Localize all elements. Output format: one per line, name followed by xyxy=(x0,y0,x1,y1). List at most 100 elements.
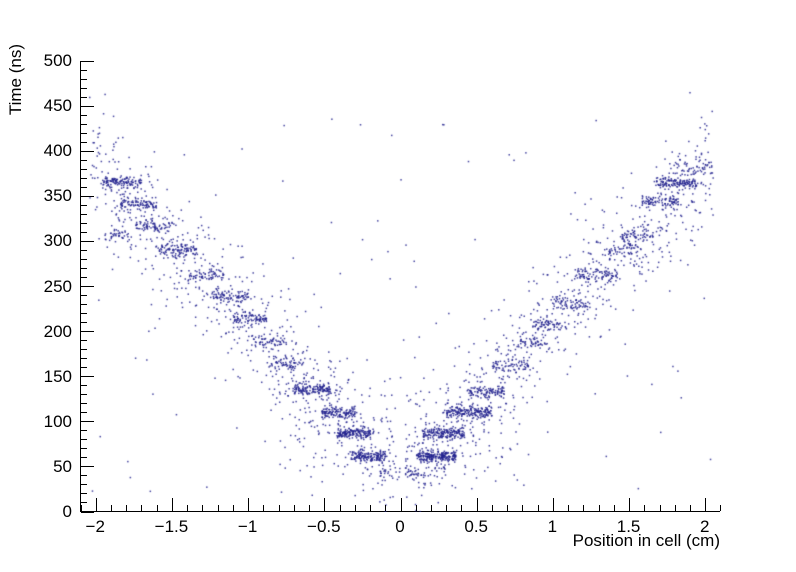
x-minor-tick xyxy=(659,505,661,511)
y-minor-tick xyxy=(81,340,87,342)
x-minor-tick xyxy=(126,505,128,511)
y-minor-tick xyxy=(81,457,87,459)
y-minor-tick xyxy=(81,132,87,134)
x-tick-label: 2 xyxy=(700,517,710,536)
y-tick-label: 0 xyxy=(62,502,72,521)
y-minor-tick xyxy=(81,159,87,161)
x-minor-tick xyxy=(202,505,204,511)
y-major-tick xyxy=(81,61,94,62)
y-major-tick xyxy=(81,331,94,333)
y-minor-tick xyxy=(81,493,87,495)
y-minor-tick xyxy=(81,87,87,89)
y-minor-tick xyxy=(81,403,87,405)
y-minor-tick xyxy=(81,484,87,486)
x-minor-tick xyxy=(568,505,570,511)
x-minor-tick xyxy=(537,505,539,511)
y-minor-tick xyxy=(81,439,87,441)
y-major-tick xyxy=(81,150,94,152)
y-major-tick xyxy=(81,466,94,468)
y-minor-tick xyxy=(81,385,87,387)
y-minor-tick xyxy=(81,502,87,504)
y-major-tick xyxy=(81,105,94,107)
x-major-tick xyxy=(400,498,402,511)
x-tick-label: −1 xyxy=(237,517,258,536)
y-minor-tick xyxy=(81,177,87,179)
x-tick-label: 0.5 xyxy=(464,517,488,536)
x-minor-tick xyxy=(187,505,189,511)
x-minor-tick xyxy=(583,505,585,511)
x-minor-tick xyxy=(370,505,372,511)
y-minor-tick xyxy=(81,168,87,170)
x-major-tick xyxy=(629,498,631,511)
y-minor-tick xyxy=(81,204,87,206)
x-major-tick xyxy=(476,498,478,511)
y-minor-tick xyxy=(81,367,87,369)
y-minor-tick xyxy=(81,430,87,432)
x-tick-label: −1.5 xyxy=(154,517,189,536)
y-minor-tick xyxy=(81,358,87,360)
x-axis-title: Position in cell (cm) xyxy=(572,531,720,550)
x-major-tick xyxy=(95,498,97,511)
y-tick-label: 300 xyxy=(43,231,72,251)
x-tick-label: −2 xyxy=(85,517,105,536)
y-major-tick xyxy=(81,421,94,423)
x-minor-tick xyxy=(141,505,143,511)
y-minor-tick xyxy=(81,313,87,315)
x-minor-tick xyxy=(522,505,524,511)
y-minor-tick xyxy=(81,222,87,224)
x-minor-tick xyxy=(232,505,234,511)
y-minor-tick xyxy=(81,96,87,98)
y-minor-tick xyxy=(81,141,87,143)
x-major-tick xyxy=(705,498,707,511)
x-minor-tick xyxy=(278,505,280,511)
y-minor-tick xyxy=(81,258,87,260)
x-minor-tick xyxy=(293,505,295,511)
y-minor-tick xyxy=(81,231,87,233)
x-minor-tick xyxy=(461,505,463,511)
x-minor-tick xyxy=(690,505,692,511)
y-major-tick xyxy=(81,286,94,287)
x-major-tick xyxy=(324,498,326,511)
y-minor-tick xyxy=(81,295,87,297)
y-tick-label: 400 xyxy=(43,141,72,161)
y-major-tick xyxy=(81,240,94,242)
x-minor-tick xyxy=(644,505,646,511)
y-minor-tick xyxy=(81,412,87,414)
plot-frame xyxy=(80,61,721,513)
y-minor-tick xyxy=(81,448,87,450)
x-minor-tick xyxy=(491,505,493,511)
x-tick-label: −0.5 xyxy=(307,517,341,536)
x-minor-tick xyxy=(110,505,112,511)
x-minor-tick xyxy=(613,505,615,511)
y-tick-label: 200 xyxy=(43,321,72,341)
x-tick-label: 1.5 xyxy=(616,517,641,536)
y-minor-tick xyxy=(81,267,87,269)
y-minor-tick xyxy=(81,213,87,215)
x-minor-tick xyxy=(598,505,600,511)
y-major-tick xyxy=(81,511,94,513)
y-major-tick xyxy=(81,376,94,378)
y-minor-tick xyxy=(81,322,87,324)
x-minor-tick xyxy=(385,505,387,511)
y-tick-label: 150 xyxy=(43,366,72,386)
y-tick-label: 450 xyxy=(43,96,72,116)
x-minor-tick xyxy=(446,505,448,511)
x-major-tick xyxy=(552,498,554,511)
x-tick-label: 1 xyxy=(547,517,558,536)
y-major-tick xyxy=(81,195,94,197)
x-major-tick xyxy=(248,498,250,511)
y-minor-tick xyxy=(81,349,87,351)
x-minor-tick xyxy=(415,505,417,511)
x-minor-tick xyxy=(339,505,341,511)
x-minor-tick xyxy=(81,505,82,511)
x-minor-tick xyxy=(354,505,356,511)
y-tick-label: 100 xyxy=(43,411,72,431)
y-minor-tick xyxy=(81,114,87,116)
x-minor-tick xyxy=(217,505,219,511)
x-minor-tick xyxy=(430,505,432,511)
y-minor-tick xyxy=(81,304,87,306)
x-minor-tick xyxy=(674,505,676,511)
y-tick-label: 50 xyxy=(53,456,72,476)
x-tick-label: 0 xyxy=(395,517,405,536)
